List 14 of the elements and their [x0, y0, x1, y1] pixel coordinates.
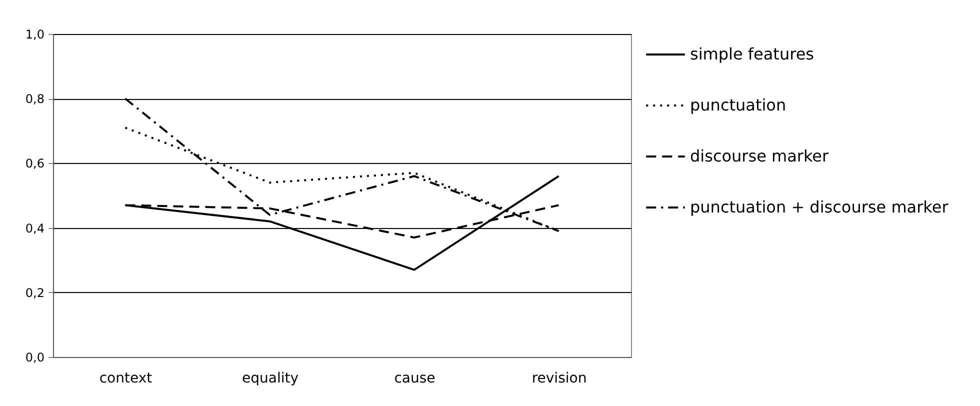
y-tick-label: 0,8 — [25, 92, 44, 106]
y-tick-label: 0,4 — [25, 221, 44, 236]
y-tick-label: 0,2 — [25, 286, 44, 300]
x-tick-label: revision — [532, 370, 587, 386]
legend-label: discourse marker — [690, 146, 830, 166]
y-tick-label: 0,6 — [25, 156, 44, 171]
legend-label: simple features — [690, 44, 814, 64]
x-tick-label: cause — [394, 370, 436, 386]
x-tick-label: equality — [242, 370, 299, 386]
legend-label: punctuation + discourse marker — [690, 198, 949, 216]
x-tick-label: context — [99, 370, 153, 386]
y-tick-label: 1,0 — [25, 28, 44, 42]
y-tick-label: 0,0 — [25, 350, 44, 364]
legend-label: punctuation — [690, 96, 786, 114]
